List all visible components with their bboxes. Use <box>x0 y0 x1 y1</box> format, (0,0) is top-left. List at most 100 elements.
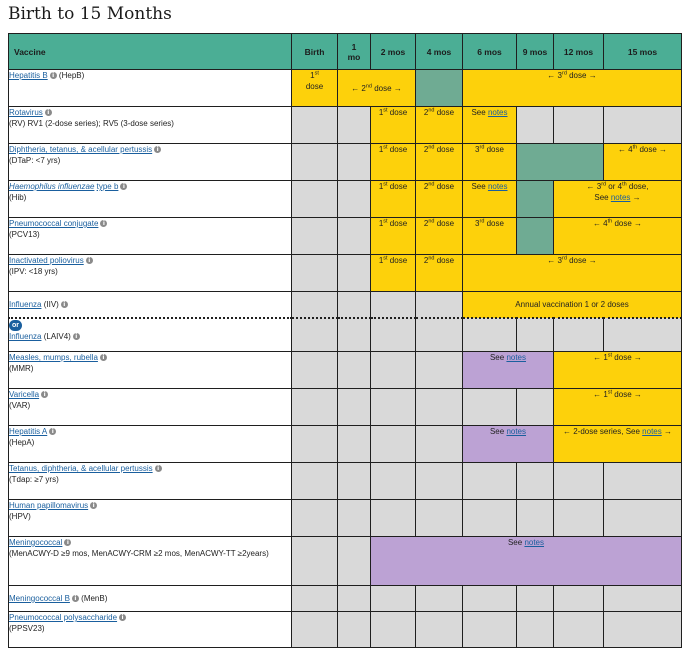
empty-cell <box>553 499 604 537</box>
pcv-third-dose: 3rd dose <box>462 217 517 255</box>
dose-word: dose, <box>626 182 649 191</box>
ipv-detail: (IPV: <18 yrs) <box>9 267 58 276</box>
info-icon[interactable]: i <box>90 502 98 510</box>
dose-ordinal: st <box>314 70 319 77</box>
info-icon[interactable]: i <box>71 595 79 603</box>
empty-cell <box>415 425 463 463</box>
info-icon[interactable]: i <box>120 183 128 191</box>
row-hpv: Human papillomavirus i (HPV) <box>8 499 682 537</box>
link-dtap[interactable]: Diphtheria, tetanus, & acellular pertuss… <box>9 145 153 154</box>
ipv-third-dose: ← 3rd dose → <box>462 254 682 292</box>
dose-number: 3 <box>557 256 562 265</box>
empty-cell <box>516 499 554 537</box>
dose-ordinal: st <box>383 218 388 225</box>
var-first-dose: ← 1st dose → <box>553 388 682 426</box>
empty-cell <box>291 180 338 218</box>
link-pcv[interactable]: Pneumococcal conjugate <box>9 219 99 228</box>
link-hpv[interactable]: Human papillomavirus <box>9 501 89 510</box>
link-ipv[interactable]: Inactivated poliovirus <box>9 256 84 265</box>
dose-word: dose <box>389 182 408 191</box>
arrow-left: ← <box>593 353 602 362</box>
info-icon[interactable]: i <box>49 428 57 436</box>
flu-annual-vaccination: Annual vaccination 1 or 2 doses <box>462 291 682 319</box>
link-hepatitis-b[interactable]: Hepatitis B <box>9 71 48 80</box>
info-icon[interactable]: i <box>49 72 57 80</box>
info-icon[interactable]: i <box>85 257 93 265</box>
arrow-right: → <box>633 390 642 399</box>
header-1-mo-unit: mo <box>347 51 361 62</box>
header-12-mos: 12 mos <box>553 33 604 70</box>
empty-cell <box>337 180 371 218</box>
info-icon[interactable]: i <box>41 391 49 399</box>
dose-ordinal: th <box>622 181 627 188</box>
dtap-third-dose: 3rd dose <box>462 143 517 181</box>
link-meningococcal[interactable]: Meningococcal <box>9 538 63 547</box>
arrow-left: ← <box>547 71 556 80</box>
hib-catchup <box>516 180 554 218</box>
notes-link[interactable]: notes <box>487 108 508 117</box>
empty-cell <box>370 388 416 426</box>
hib-second-dose: 2nd dose <box>415 180 463 218</box>
info-icon[interactable]: i <box>99 354 107 362</box>
notes-link[interactable]: notes <box>506 427 527 436</box>
dose-number: ← 2 <box>351 83 366 93</box>
link-influenza-iiv[interactable]: Influenza <box>9 299 42 309</box>
or-badge: or <box>9 319 22 331</box>
header-1-mo-number: 1 <box>351 41 357 52</box>
empty-cell <box>462 611 517 648</box>
dose-ordinal: nd <box>365 82 372 89</box>
menacwy-see-notes: See notes <box>370 536 682 586</box>
dose-ordinal: st <box>607 389 613 396</box>
info-icon[interactable]: i <box>154 465 162 473</box>
link-ppsv[interactable]: Pneumococcal polysaccharide <box>9 613 118 622</box>
link-tdap[interactable]: Tetanus, diphtheria, & acellular pertuss… <box>9 464 153 473</box>
empty-cell <box>337 106 371 144</box>
info-icon[interactable]: i <box>119 614 127 622</box>
dose-word: dose <box>639 145 657 154</box>
empty-cell <box>291 388 338 426</box>
link-hib-suffix[interactable]: type b <box>96 182 119 191</box>
header-birth: Birth <box>291 33 338 70</box>
empty-cell <box>553 611 604 648</box>
empty-cell <box>415 317 463 352</box>
vaccine-cell-tdap: Tetanus, diphtheria, & acellular pertuss… <box>8 462 292 500</box>
dose-ordinal: th <box>632 144 638 151</box>
link-hepatitis-a[interactable]: Hepatitis A <box>9 427 48 436</box>
empty-cell <box>337 585 371 612</box>
info-icon[interactable]: i <box>44 109 52 117</box>
link-varicella[interactable]: Varicella <box>9 390 40 399</box>
info-icon[interactable]: i <box>60 301 68 309</box>
link-rotavirus[interactable]: Rotavirus <box>9 108 43 117</box>
link-mmr[interactable]: Measles, mumps, rubella <box>9 353 98 362</box>
arrow-right: → <box>633 353 642 362</box>
info-icon[interactable]: i <box>154 146 162 154</box>
dose-word: dose <box>486 219 504 228</box>
row-dtap: Diphtheria, tetanus, & acellular pertuss… <box>8 143 682 181</box>
dose-number: ← 3 <box>586 182 602 191</box>
info-icon[interactable]: i <box>64 539 72 547</box>
dose-ordinal: rd <box>601 181 607 188</box>
hib-first-dose: 1st dose <box>370 180 416 218</box>
row-tdap: Tetanus, diphtheria, & acellular pertuss… <box>8 462 682 500</box>
arrow-left: ← <box>592 219 601 228</box>
empty-cell <box>291 462 338 500</box>
empty-cell <box>370 291 416 319</box>
notes-link[interactable]: notes <box>610 193 631 202</box>
link-meningococcal-b[interactable]: Meningococcal B <box>9 594 70 603</box>
info-icon[interactable]: i <box>72 332 80 340</box>
hepa-detail: (HepA) <box>9 438 35 447</box>
notes-link[interactable]: notes <box>506 353 527 362</box>
link-influenza-laiv[interactable]: Influenza <box>9 331 42 341</box>
row-influenza-iiv: Influenza (IIV) i Annual vaccination 1 or… <box>8 291 682 319</box>
notes-link[interactable]: notes <box>642 427 662 436</box>
link-hib[interactable]: Haemophilus influenzae <box>9 182 95 191</box>
notes-link[interactable]: notes <box>487 182 508 191</box>
hib-third-fourth-dose: ← 3rd or 4th dose, See notes → <box>553 180 682 218</box>
dose-word: dose <box>436 219 455 228</box>
info-icon[interactable]: i <box>100 220 108 228</box>
dose-number: 3 <box>557 71 562 80</box>
empty-cell <box>415 585 463 612</box>
notes-link[interactable]: notes <box>524 538 545 547</box>
